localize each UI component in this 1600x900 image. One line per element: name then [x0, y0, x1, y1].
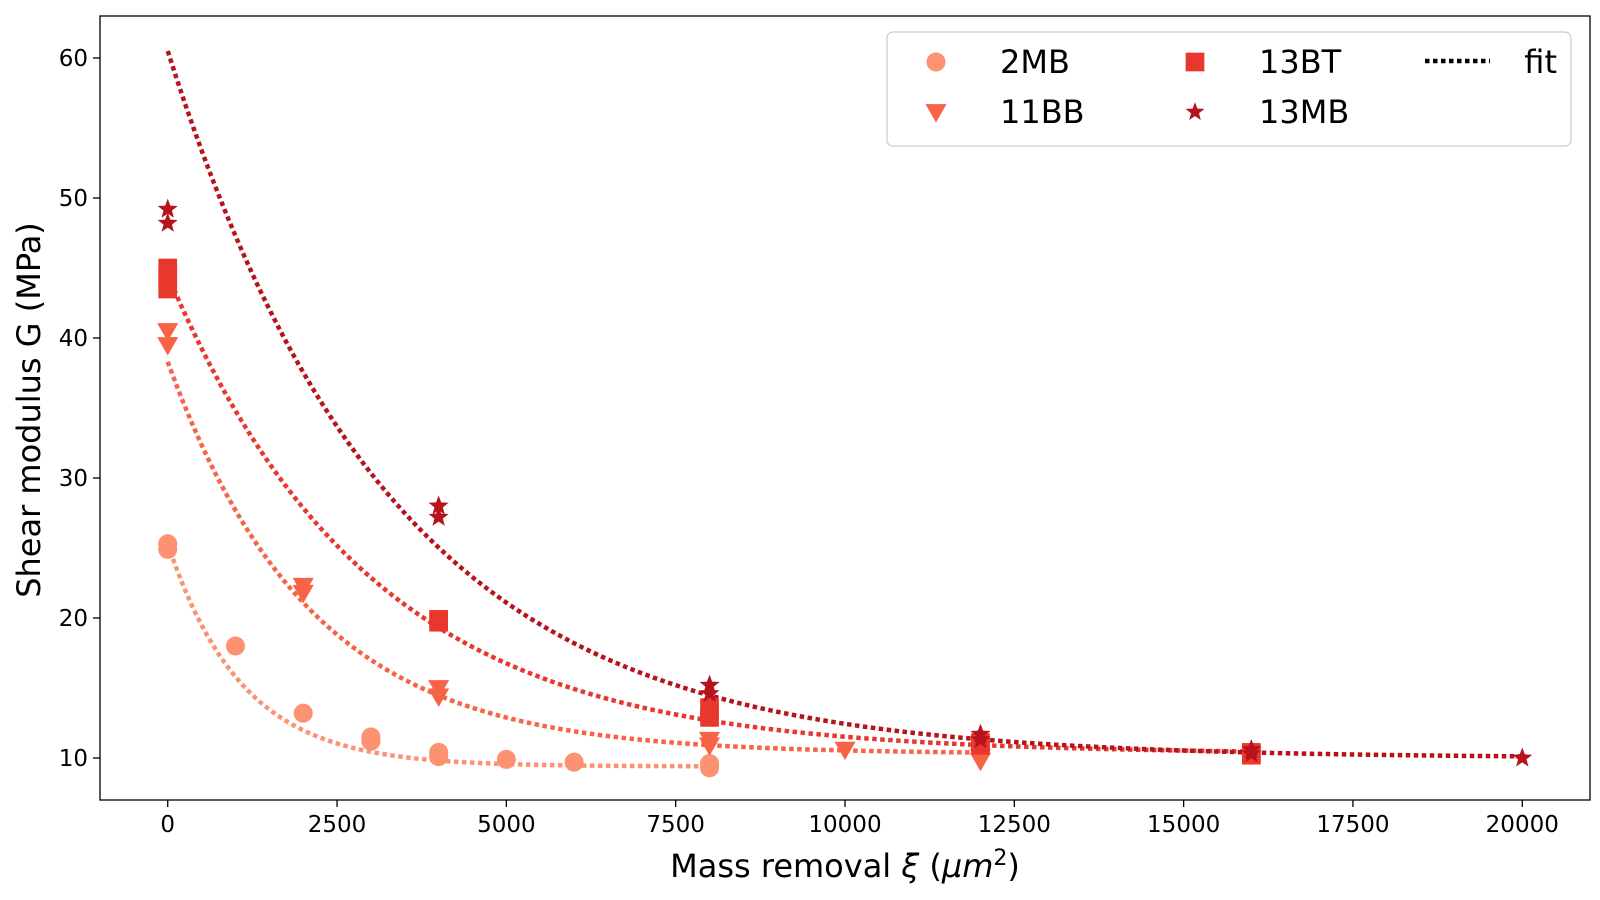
x-tick-label: 12500	[978, 812, 1051, 838]
point-11bb	[428, 688, 450, 707]
legend-label-11bb: 11BB	[1000, 93, 1085, 131]
point-2mb	[496, 749, 516, 769]
x-tick-label: 0	[160, 812, 175, 838]
y-tick-label: 20	[59, 606, 88, 632]
point-11bb	[699, 737, 721, 756]
y-tick-label: 50	[59, 186, 88, 212]
legend-label-fit: fit	[1524, 43, 1557, 81]
point-13mb	[1241, 743, 1262, 763]
point-2mb	[361, 731, 381, 751]
legend-label-13mb: 13MB	[1259, 93, 1349, 131]
point-13mb	[428, 495, 449, 515]
point-11bb	[292, 584, 314, 604]
x-axis-label: Mass removal ξ (μm2)	[670, 846, 1020, 886]
x-tick-label: 10000	[808, 812, 881, 838]
point-2mb	[158, 539, 178, 559]
data-points	[157, 198, 1533, 778]
point-13bt	[158, 279, 178, 299]
y-tick-label: 30	[59, 466, 88, 492]
legend-marker-11bb	[925, 104, 947, 123]
axis-ticks: 0 2500 5000 7500 10000 12500 15000 17500 20000 10…	[59, 46, 1559, 838]
point-2mb	[225, 636, 245, 656]
point-2mb	[429, 747, 449, 767]
legend-label-13bt: 13BT	[1259, 43, 1342, 81]
point-2mb	[564, 752, 584, 772]
fit-line-11bb	[165, 361, 981, 755]
legend: 2MB 11BB 13BT 13MB fit	[886, 31, 1572, 147]
x-tick-label: 17500	[1316, 812, 1389, 838]
y-tick-label: 40	[59, 326, 88, 352]
point-11bb	[969, 752, 991, 772]
point-13mb	[157, 198, 178, 218]
point-2mb	[700, 758, 720, 778]
legend-marker-2mb	[926, 52, 946, 72]
fit-line-13mb	[165, 50, 1523, 759]
point-13mb	[699, 683, 720, 703]
y-axis-label: Shear modulus G (MPa)	[10, 222, 48, 598]
point-13mb	[428, 506, 449, 526]
legend-frame	[886, 31, 1572, 147]
point-13mb	[970, 729, 991, 749]
point-11bb	[157, 337, 179, 356]
point-11bb	[834, 741, 856, 761]
legend-marker-13mb	[1185, 102, 1205, 121]
x-tick-label: 20000	[1486, 812, 1559, 838]
point-11bb	[157, 323, 179, 342]
y-tick-label: 60	[59, 46, 88, 72]
point-2mb	[293, 703, 313, 723]
legend-label-2mb: 2MB	[1000, 43, 1070, 81]
point-13bt	[429, 612, 448, 632]
x-tick-label: 15000	[1147, 812, 1220, 838]
x-tick-label: 7500	[646, 812, 705, 838]
x-tick-label: 5000	[477, 812, 536, 838]
y-tick-label: 10	[59, 746, 88, 772]
x-tick-label: 2500	[308, 812, 367, 838]
point-13mb	[1512, 747, 1533, 767]
legend-marker-13bt	[1185, 52, 1205, 72]
point-13bt	[700, 708, 719, 727]
point-13mb	[157, 212, 178, 232]
